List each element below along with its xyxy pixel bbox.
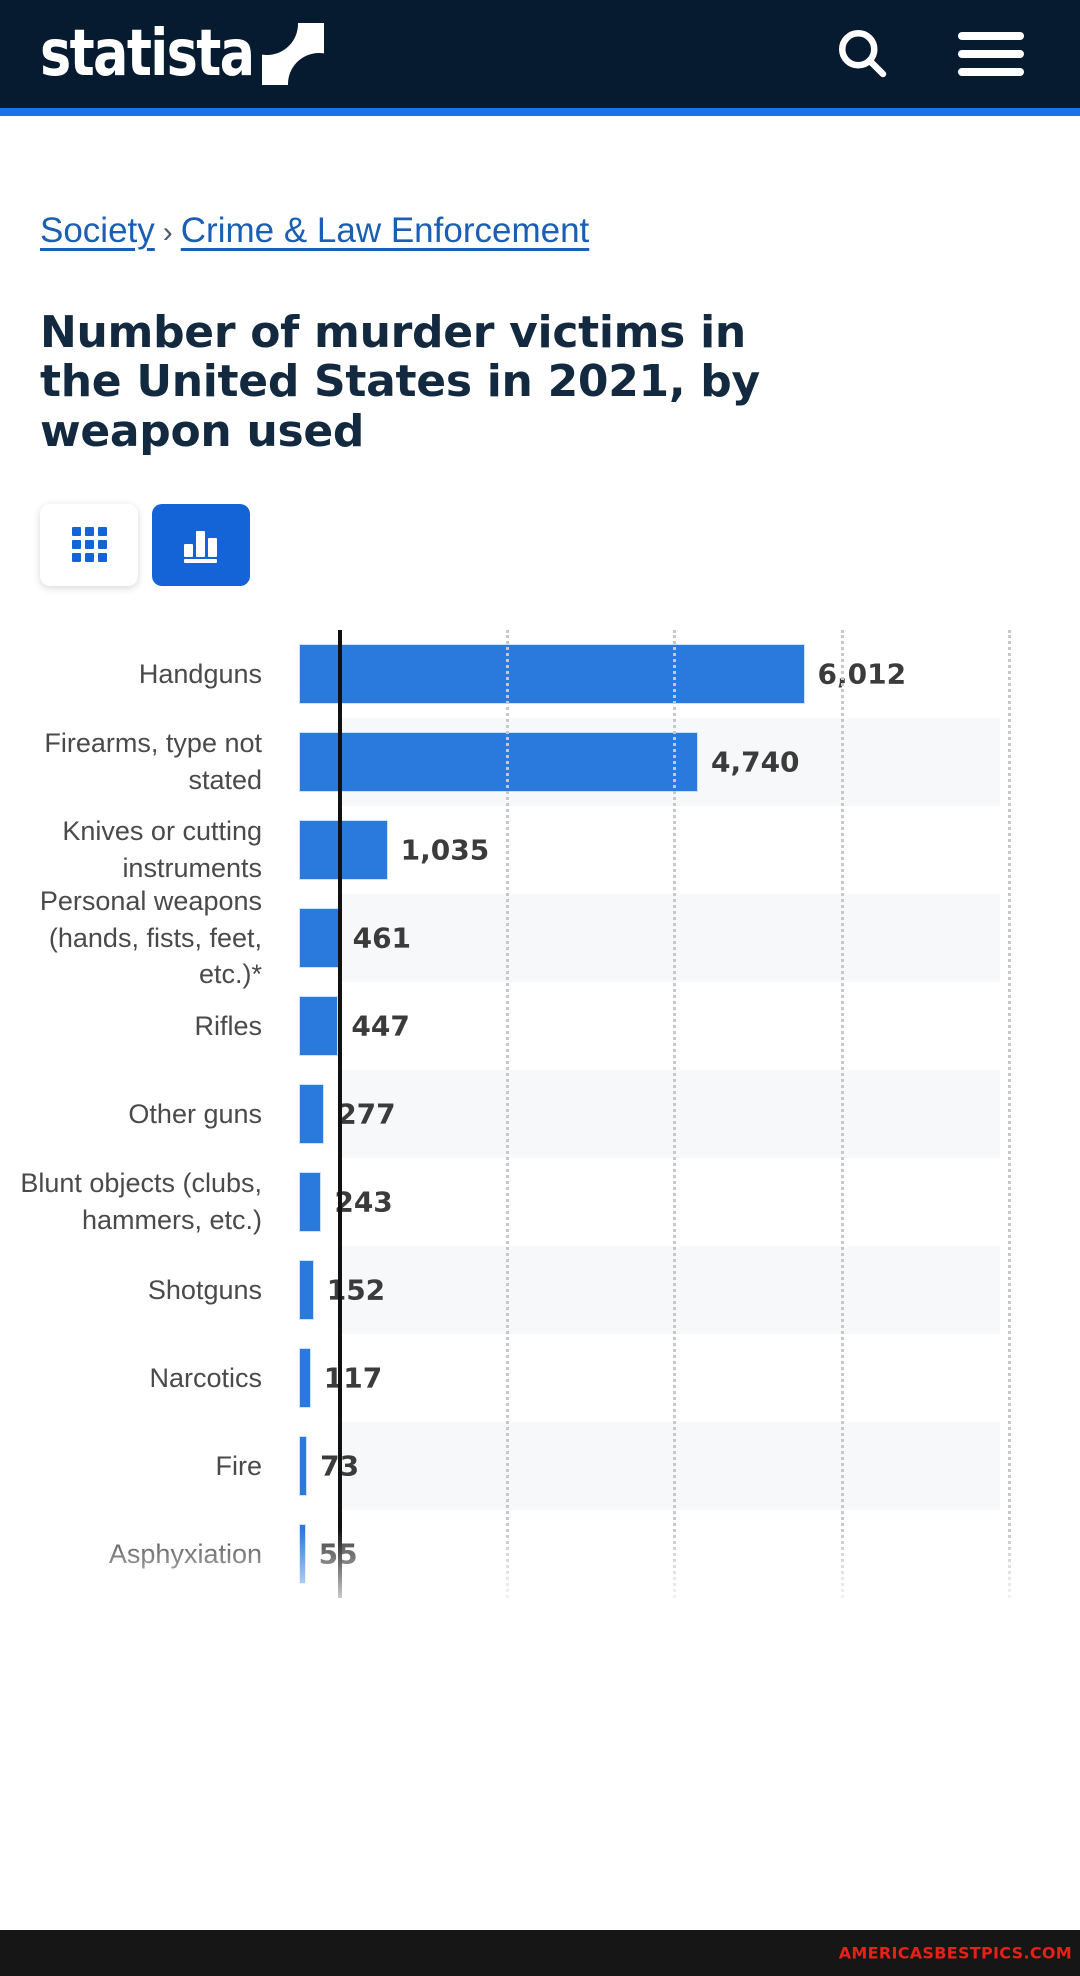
- chart-bar-zone: 73: [300, 1422, 1080, 1510]
- breadcrumb: Society › Crime & Law Enforcement: [40, 210, 1040, 252]
- chart-row: Shotguns 152: [0, 1245, 1080, 1334]
- chart-category-label: Narcotics: [149, 1362, 262, 1393]
- chart-bar-value: 117: [323, 1361, 383, 1395]
- chart-bar[interactable]: [300, 1524, 305, 1583]
- chart-gridline: [505, 629, 509, 1598]
- chart-gridline: [840, 629, 844, 1598]
- chart-bar-zone: 55: [300, 1510, 1080, 1598]
- chart-bar-zone: 6,012: [300, 630, 1080, 718]
- breadcrumb-item-crime-law-enforcement[interactable]: Crime & Law Enforcement: [180, 211, 590, 250]
- chart-bar[interactable]: [300, 908, 339, 967]
- chart-row: Knives or cutting instruments 1,035: [0, 806, 1080, 894]
- search-icon: [832, 23, 892, 86]
- chart-bar-zone: 461: [300, 894, 1080, 982]
- statista-logo[interactable]: statista: [40, 14, 325, 94]
- chart-bar[interactable]: [300, 820, 387, 879]
- row-stripe: [338, 893, 1000, 982]
- chart-category-label: Blunt objects (clubs, hammers, etc.): [20, 1168, 262, 1235]
- chart-bar-value: 152: [326, 1273, 386, 1307]
- chart-bar[interactable]: [300, 996, 338, 1055]
- watermark-text: AMERICASBESTPICS.COM: [838, 1943, 1072, 1963]
- chart-bar[interactable]: [300, 1348, 310, 1407]
- chart-bar-value: 277: [337, 1097, 396, 1131]
- chart-view-button[interactable]: [152, 503, 250, 586]
- table-view-button[interactable]: [40, 503, 138, 586]
- bar-chart-icon: [182, 527, 220, 563]
- chart-category-label: Knives or cutting instruments: [62, 816, 262, 883]
- chart-bar-zone: 152: [300, 1246, 1080, 1334]
- chart-bar[interactable]: [300, 1172, 321, 1231]
- chart-category-label: Rifles: [194, 1010, 262, 1041]
- chart-row: Asphyxiation 55: [0, 1510, 1080, 1598]
- chart-row: Rifles 447: [0, 982, 1080, 1070]
- row-stripe: [338, 1245, 1000, 1334]
- logo-wordmark: statista: [40, 17, 255, 91]
- page-title: Number of murder victims in the United S…: [40, 307, 760, 457]
- bar-chart: Handguns 6,012 Firearms, type not stated 4,…: [0, 629, 1080, 1660]
- site-header: statista: [0, 0, 1080, 108]
- chart-bar-value: 4,740: [710, 745, 800, 779]
- chart-bar[interactable]: [300, 644, 804, 703]
- row-stripe: [338, 1421, 1000, 1510]
- chart-bar-value: 447: [351, 1009, 410, 1043]
- header-accent-rule: [0, 108, 1080, 116]
- chart-category-label: Firearms, type not stated: [44, 728, 262, 795]
- chart-row: Fire 73: [0, 1421, 1080, 1510]
- chart-bar-value: 6,012: [817, 657, 907, 691]
- chart-row: Firearms, type not stated 4,740: [0, 717, 1080, 806]
- grid-table-icon: [71, 527, 107, 563]
- chart-row: Handguns 6,012: [0, 630, 1080, 718]
- chart-bar[interactable]: [300, 1084, 324, 1143]
- chart-bar-zone: 277: [300, 1070, 1080, 1158]
- chart-category-label: Other guns: [128, 1098, 262, 1129]
- chart-row: Blunt objects (clubs, hammers, etc.) 243: [0, 1158, 1080, 1246]
- chart-bar-value: 461: [352, 921, 412, 955]
- search-button[interactable]: [832, 23, 892, 86]
- statista-s-mark-icon: [262, 23, 325, 85]
- chart-category-label: Shotguns: [147, 1274, 262, 1305]
- chart-category-label: Fire: [215, 1450, 263, 1481]
- page-content: Society › Crime & Law Enforcement Number o…: [0, 210, 1080, 1660]
- chart-row: Personal weapons (hands, fists, feet, et…: [0, 886, 1080, 989]
- chart-bar-value: 1,035: [400, 833, 490, 867]
- footer-bar: AMERICASBESTPICS.COM: [0, 1930, 1080, 1976]
- chart-bar[interactable]: [300, 1436, 307, 1495]
- view-toggle: [40, 503, 1040, 586]
- hamburger-menu-icon: [958, 32, 1024, 76]
- chart-bar-zone: 4,740: [300, 718, 1080, 806]
- header-actions: [832, 23, 1024, 86]
- chart-gridline: [673, 629, 676, 1598]
- chart-row: Narcotics 117: [0, 1334, 1080, 1422]
- breadcrumb-separator: ›: [162, 216, 173, 249]
- chart-bar[interactable]: [300, 732, 697, 791]
- chart-row: Other guns 277: [0, 1069, 1080, 1158]
- chart-category-label: Asphyxiation: [108, 1538, 262, 1569]
- chart-bar-zone: 1,035: [300, 806, 1080, 894]
- menu-button[interactable]: [958, 32, 1024, 76]
- chart-y-axis: [338, 629, 342, 1598]
- chart-bar-zone: 447: [300, 982, 1080, 1070]
- breadcrumb-item-society[interactable]: Society: [40, 211, 155, 250]
- chart-category-label: Personal weapons (hands, fists, feet, et…: [39, 886, 262, 990]
- chart-bar[interactable]: [300, 1260, 313, 1319]
- chart-plot-area: Handguns 6,012 Firearms, type not stated 4,…: [0, 629, 1080, 1598]
- chart-bar-value: 243: [334, 1185, 393, 1219]
- row-stripe: [338, 1069, 1000, 1158]
- chart-gridline: [1008, 629, 1011, 1598]
- chart-bar-zone: 243: [300, 1158, 1080, 1246]
- chart-bar-zone: 117: [300, 1334, 1080, 1422]
- chart-category-label: Handguns: [138, 658, 262, 689]
